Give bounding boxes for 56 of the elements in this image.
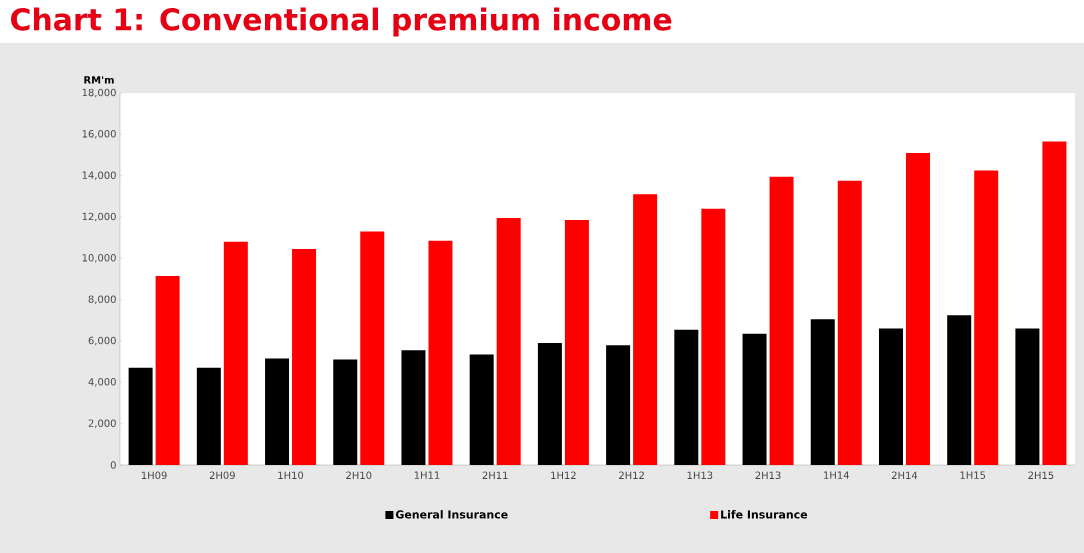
bar [878,328,903,465]
bar [333,359,358,465]
y-tick-label: 8,000 [88,295,116,304]
bar [360,231,385,465]
x-tick-label: 1H11 [414,471,440,479]
x-tick-label: 2H14 [891,471,918,479]
legend-label: Life Insurance [721,510,808,519]
x-tick-label: 1H13 [687,471,713,480]
chart-title: Chart 1: Conventional premium income [11,7,672,37]
bar [837,180,862,465]
bar [810,319,835,465]
bar [265,358,290,465]
bar [1015,328,1040,465]
x-tick-label: 1H10 [278,471,304,480]
bar [564,220,589,465]
bar [701,208,726,465]
bar [947,315,972,465]
bar [905,152,930,465]
bar [128,367,153,465]
bar [196,367,221,465]
y-tick-label: 14,000 [82,171,116,180]
y-tick-label: 12,000 [82,212,116,222]
x-tick-label: 1H15 [960,471,986,479]
x-tick-label: 1H12 [551,471,576,479]
bar [155,275,180,465]
bar [537,343,562,465]
y-tick-label: 16,000 [82,130,116,139]
x-tick-label: 2H11 [482,471,508,479]
bar [428,240,453,465]
y-tick-label: 2,000 [88,419,116,428]
x-tick-label: 2H10 [346,471,372,480]
x-tick-label: 2H15 [1028,471,1054,480]
y-tick-label: 18,000 [82,88,116,98]
y-tick-label: 0 [110,461,116,469]
bar [1042,141,1067,465]
bar [742,333,767,465]
bar [769,176,794,465]
y-tick-label: 6,000 [88,336,116,346]
bar [469,354,494,465]
bar [674,329,699,465]
y-tick-label: 4,000 [88,378,116,387]
bar [223,241,248,465]
bar [496,218,521,465]
legend-label: General Insurance [395,510,508,519]
bar [292,249,317,465]
bar [633,194,658,465]
x-tick-label: 2H09 [209,471,235,480]
bar [974,170,999,465]
x-tick-label: 2H12 [619,471,644,479]
x-tick-label: 1H09 [141,471,167,480]
x-tick-label: 2H13 [755,471,781,480]
bar [606,345,631,465]
x-tick-label: 1H14 [824,471,849,479]
bar [401,350,426,465]
y-axis-title: RM'm [84,76,114,84]
y-tick-label: 10,000 [82,254,116,263]
